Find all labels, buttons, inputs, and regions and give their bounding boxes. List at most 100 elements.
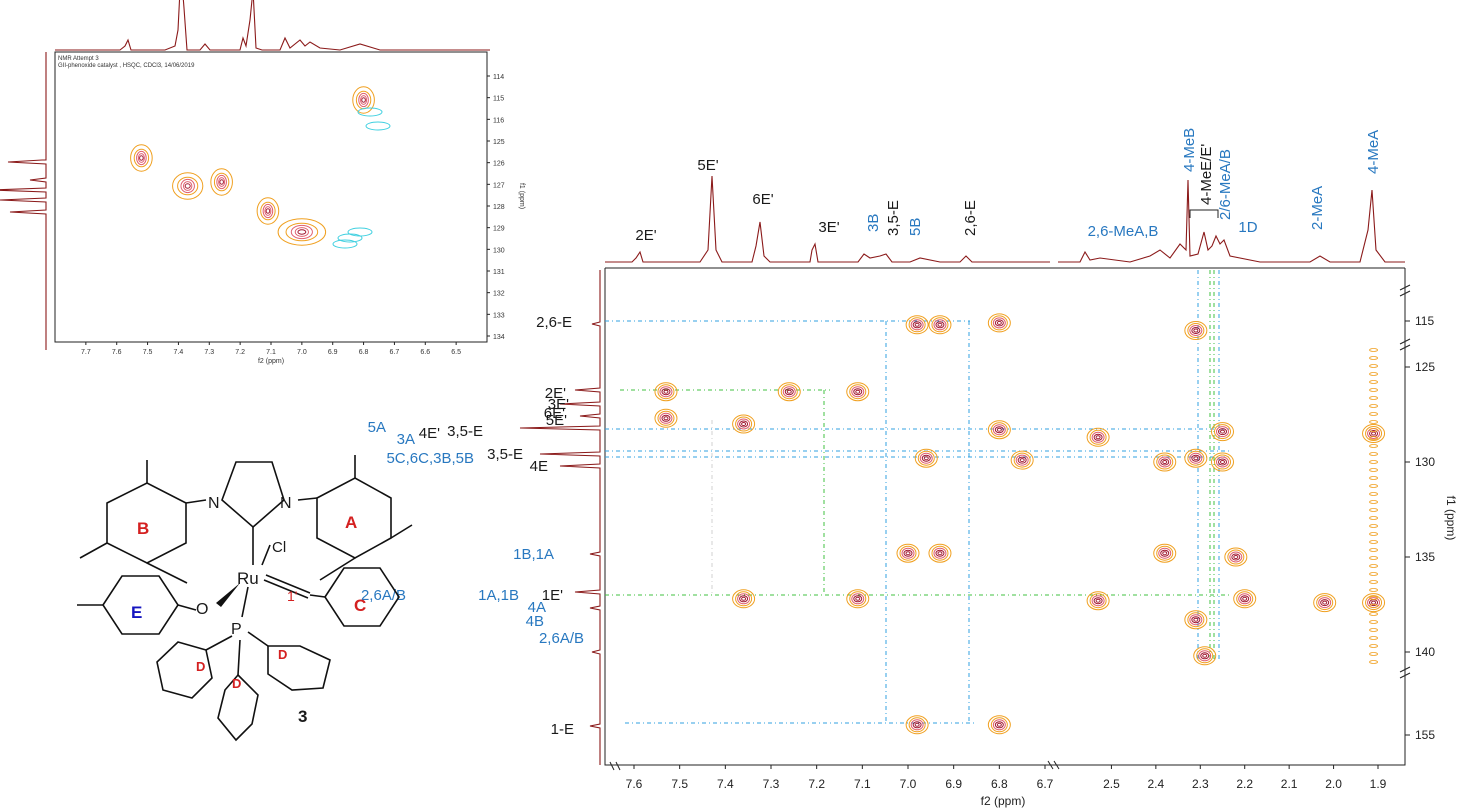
ladder-contour bbox=[1369, 428, 1378, 432]
inset-y-tick-label: 125 bbox=[493, 139, 505, 146]
main-contour-ring bbox=[1093, 433, 1103, 441]
ring-label-e: E bbox=[131, 603, 142, 622]
main-contour-ring bbox=[1362, 424, 1386, 443]
main-contour-ring bbox=[1371, 600, 1377, 605]
main-contour-ring bbox=[855, 389, 861, 394]
top-peak-label: 1D bbox=[1238, 219, 1257, 236]
ladder-contour bbox=[1369, 460, 1378, 464]
main-contour-ring bbox=[1017, 456, 1027, 464]
inset-x-tick-label: 7.2 bbox=[235, 349, 245, 356]
main-contour-ring bbox=[1184, 321, 1208, 340]
top-peak-label: 3B bbox=[865, 214, 882, 232]
main-x-tick-label: 2.1 bbox=[1281, 777, 1298, 791]
inset-contour-ring bbox=[361, 97, 366, 103]
main-y-tick-label: 125 bbox=[1415, 360, 1435, 374]
main-contour-ring bbox=[912, 721, 922, 729]
ladder-contour bbox=[1369, 444, 1378, 448]
ladder-contour bbox=[1369, 476, 1378, 480]
main-contour-ring bbox=[782, 386, 796, 398]
ladder-contour bbox=[1369, 572, 1378, 576]
main-contour-ring bbox=[849, 384, 867, 400]
main-contour-ring bbox=[1191, 454, 1201, 462]
y-axis-break-top bbox=[1399, 284, 1411, 297]
top-peak-label: 2,6-E bbox=[962, 200, 979, 236]
main-contour-ring bbox=[1089, 429, 1107, 445]
top-peak-label: 3E' bbox=[818, 219, 839, 236]
main-contour-ring bbox=[908, 317, 926, 333]
main-contour-ring bbox=[1216, 456, 1229, 468]
main-peak bbox=[1153, 452, 1177, 472]
main-contour-ring bbox=[1216, 426, 1229, 438]
top-peak-label: 4-MeE/E' bbox=[1198, 144, 1215, 205]
inset-contour-ring bbox=[262, 203, 274, 219]
ladder-contour bbox=[1369, 588, 1378, 592]
label-1-prime: 1' bbox=[287, 588, 297, 604]
inset-y-tick-label: 132 bbox=[493, 291, 505, 298]
main-contour-ring bbox=[654, 382, 678, 402]
ring-label-d-2: D bbox=[278, 647, 287, 662]
inset-contour-ring bbox=[137, 153, 145, 163]
atom-ru: Ru bbox=[237, 569, 259, 588]
main-contour-ring bbox=[1193, 617, 1199, 622]
main-contour-ring bbox=[1233, 589, 1257, 609]
main-contour-ring bbox=[1322, 600, 1328, 605]
ladder-contour bbox=[1369, 404, 1378, 408]
main-contour-ring bbox=[1162, 460, 1168, 464]
main-x-tick-label: 7.1 bbox=[854, 777, 871, 791]
inset-contour-ring bbox=[285, 222, 319, 242]
main-peak bbox=[914, 448, 938, 468]
main-contour-ring bbox=[1013, 452, 1031, 468]
ladder-contour bbox=[1369, 532, 1378, 536]
main-contour-ring bbox=[784, 388, 794, 396]
inset-contour-ring bbox=[297, 229, 307, 235]
ladder-contour bbox=[1369, 540, 1378, 544]
main-contour-ring bbox=[741, 596, 747, 601]
ladder-contour bbox=[1369, 348, 1378, 352]
main-contour-ring bbox=[1233, 555, 1239, 559]
main-peak bbox=[1086, 591, 1110, 611]
main-y-tick-label: 130 bbox=[1415, 455, 1435, 469]
main-contour-ring bbox=[1086, 427, 1110, 447]
main-contour-ring bbox=[851, 593, 865, 605]
ladder-contour bbox=[1369, 548, 1378, 552]
main-plot: 7.6 7.5 7.4 7.3 7.2 7.1 7.0 6.9 6.8 6.7 2.5 2.4 2.3 2… bbox=[361, 128, 1458, 808]
main-contour-ring bbox=[1091, 431, 1105, 443]
ring-d-left bbox=[156, 641, 213, 699]
main-contour-ring bbox=[735, 416, 753, 432]
inset-contour-ring bbox=[210, 168, 233, 196]
atom-o: O bbox=[196, 601, 208, 618]
methyl-bracket bbox=[1189, 209, 1219, 218]
main-contour-ring bbox=[1362, 593, 1386, 613]
main-contour-ring bbox=[849, 591, 867, 607]
ladder-contour bbox=[1369, 484, 1378, 488]
main-contour-ring bbox=[1156, 545, 1174, 561]
main-contour-ring bbox=[1093, 597, 1103, 605]
ladder-contour bbox=[1369, 516, 1378, 520]
left-peak-label: 2,6-E bbox=[536, 314, 572, 331]
main-contour-ring bbox=[846, 589, 870, 609]
inset-x-tick-label: 6.8 bbox=[359, 349, 369, 356]
inset-x-tick-label: 7.0 bbox=[297, 349, 307, 356]
inset-contour-ring bbox=[184, 183, 191, 189]
inset-contour-ring bbox=[172, 172, 204, 200]
top-peak-label: 3,5-E bbox=[885, 200, 902, 236]
main-contour-ring bbox=[1189, 452, 1203, 464]
inset-y-tick-label: 134 bbox=[493, 334, 505, 341]
inset-y-tick-label: 130 bbox=[493, 247, 505, 254]
main-contour-ring bbox=[912, 321, 922, 329]
main-peak bbox=[732, 589, 756, 609]
main-y-ticks: 115 125 130 135 140 155 bbox=[1405, 314, 1435, 742]
inset-contour-ring bbox=[358, 92, 369, 108]
atom-p: P bbox=[231, 621, 242, 638]
main-contour-ring bbox=[987, 420, 1011, 440]
left-peak-label: 4E' bbox=[419, 425, 440, 442]
correlation-lines bbox=[605, 270, 1230, 724]
main-contour-ring bbox=[739, 595, 749, 603]
inset-contour-ring bbox=[139, 155, 144, 161]
inset-contour-ring bbox=[264, 206, 272, 216]
inset-x-axis-label: f2 (ppm) bbox=[258, 358, 284, 365]
main-contour-ring bbox=[657, 384, 675, 400]
main-contour-ring bbox=[921, 454, 931, 462]
main-contour-ring bbox=[851, 386, 865, 398]
main-contour-ring bbox=[659, 386, 673, 398]
